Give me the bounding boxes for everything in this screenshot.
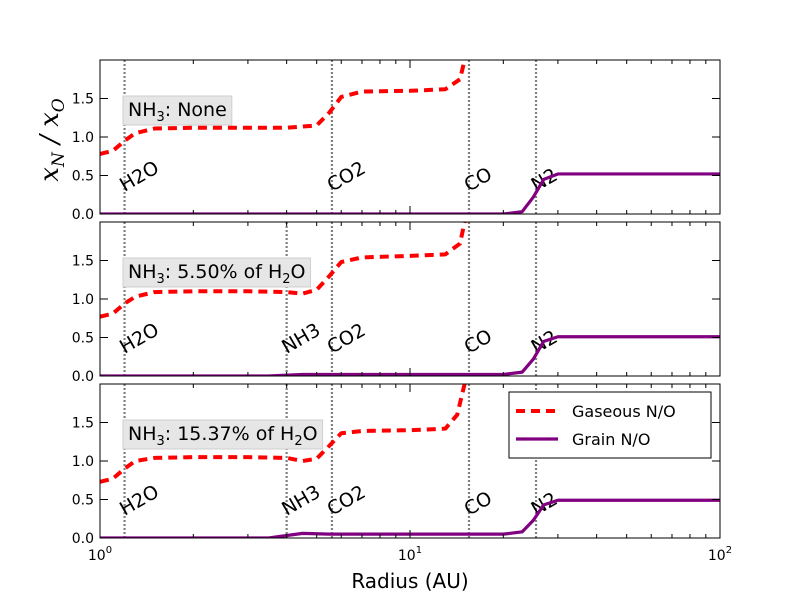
snowline-label-co: CO [461, 487, 496, 520]
x-tick-label: 100 [88, 545, 112, 564]
annotation-mid: : None [165, 99, 227, 121]
snowline-label-nh3: NH3 [278, 319, 324, 358]
legend-grain-label: Grain N/O [572, 430, 650, 449]
y-tick-label: 1.0 [72, 292, 94, 308]
y-tick-label: 0.5 [72, 169, 94, 185]
y-label-denominator-base: x [35, 112, 65, 127]
y-tick-label: 0.0 [72, 369, 94, 385]
annotation: NH3: 5.50% of H2O [122, 257, 312, 288]
annotation: NH3: 15.37% of H2O [122, 419, 324, 450]
annotation-sub: 3 [157, 434, 165, 449]
annotation-text: NH3: 15.37% of H2O [128, 423, 318, 449]
annotation-box [122, 257, 312, 288]
y-tick-label: 1.0 [72, 130, 94, 146]
x-tick-label: 101 [398, 545, 422, 564]
y-label-numerator-base: x [35, 167, 65, 182]
y-tick-label: 0.0 [72, 207, 94, 223]
snowline-label-co: CO [461, 325, 496, 358]
y-label-denominator-sub: O [49, 98, 69, 112]
annotation-prefix: NH [128, 99, 157, 121]
series-group [100, 60, 720, 214]
annotation-tail-sub: 2 [294, 434, 302, 449]
panel-frame [99, 221, 721, 377]
annotation-tail-end: O [291, 261, 306, 283]
y-label-numerator-sub: N [49, 151, 69, 168]
x-axis-label: Radius (AU) [351, 569, 468, 593]
y-tick-label: 1.5 [72, 416, 94, 432]
annotation-text: NH3: 5.50% of H2O [128, 261, 306, 287]
annotation-prefix: NH [128, 423, 157, 445]
y-tick-label: 1.5 [72, 254, 94, 270]
annotation-box [122, 419, 324, 450]
annotation-prefix: NH [128, 261, 157, 283]
snowline-label-co2: CO2 [323, 481, 369, 520]
x-tick-exponent: 1 [416, 545, 422, 556]
annotation-mid: : 5.50% of H [165, 261, 282, 283]
snowline-label-h2o: H2O [116, 157, 163, 197]
legend: Gaseous N/O Grain N/O [508, 391, 712, 459]
x-tick-base: 10 [708, 548, 726, 564]
series-gaseous-line [100, 60, 467, 156]
y-axis-label-group: xN / xO [35, 98, 69, 182]
y-tick-label: 0.5 [72, 331, 94, 347]
snowline-label-h2o: H2O [116, 319, 163, 359]
x-tick-label: 102 [708, 545, 732, 564]
legend-gaseous-label: Gaseous N/O [572, 402, 676, 421]
snowline-label-co: CO [461, 163, 496, 196]
panel-frame [99, 59, 721, 215]
y-label-slash: / [35, 127, 65, 152]
y-tick-label: 1.5 [72, 92, 94, 108]
snowline-label-co2: CO2 [323, 319, 369, 358]
legend-frame [508, 391, 712, 459]
annotation-mid: : 15.37% of H [165, 423, 295, 445]
x-tick-base: 10 [398, 548, 416, 564]
x-tick-exponent: 0 [106, 545, 112, 556]
annotation-tail-end: O [303, 423, 318, 445]
series-group [100, 222, 720, 376]
series-gaseous-line [100, 222, 467, 319]
annotation-sub: 3 [157, 110, 165, 125]
annotation-text: NH3: None [128, 99, 227, 125]
y-axis-label: xN / xO [35, 98, 69, 182]
x-tick-base: 10 [88, 548, 106, 564]
y-tick-label: 0.5 [72, 493, 94, 509]
snowline-label-co2: CO2 [323, 157, 369, 196]
x-tick-exponent: 2 [726, 545, 732, 556]
series-gaseous-line [100, 384, 467, 484]
snowline-label-nh3: NH3 [278, 481, 324, 520]
annotation-box [122, 95, 233, 126]
y-tick-label: 0.0 [72, 531, 94, 547]
annotation-tail-sub: 2 [282, 272, 290, 287]
annotation-sub: 3 [157, 272, 165, 287]
annotation: NH3: None [122, 95, 233, 126]
y-tick-label: 1.0 [72, 454, 94, 470]
snowline-label-h2o: H2O [116, 481, 163, 521]
